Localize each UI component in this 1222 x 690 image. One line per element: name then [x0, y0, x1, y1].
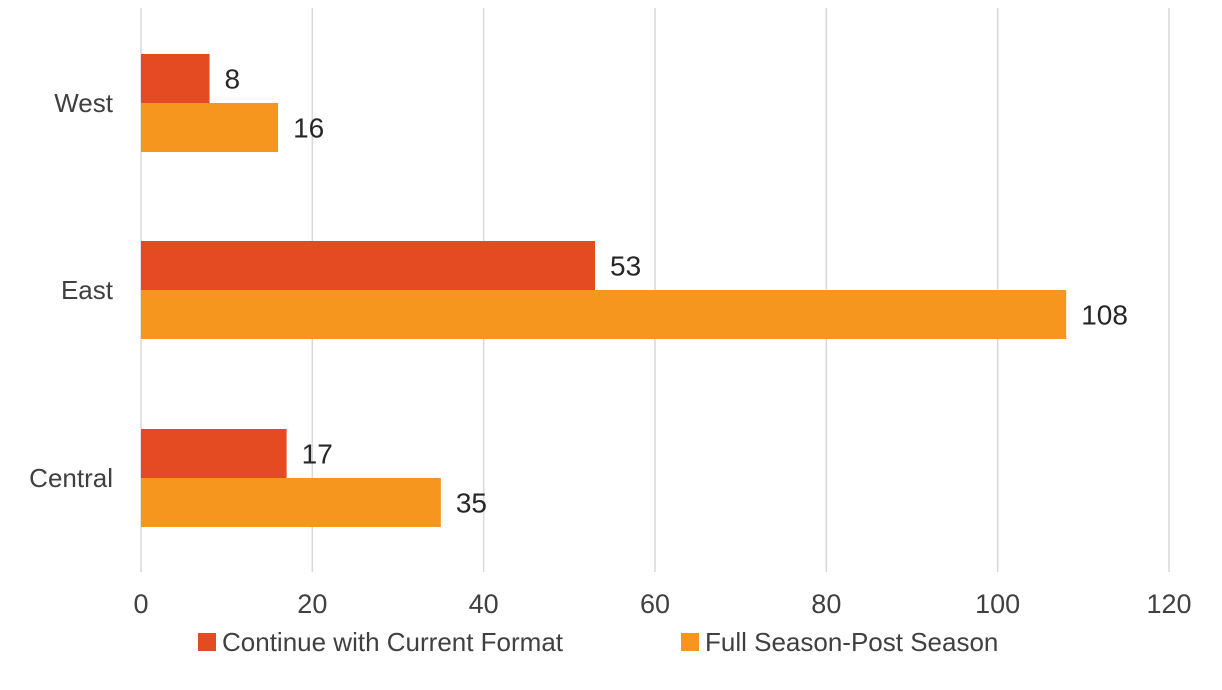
data-label: 8 — [225, 64, 241, 95]
bar — [141, 429, 287, 478]
x-tick-label: 80 — [811, 589, 841, 619]
legend-swatch — [198, 633, 216, 651]
x-tick-label: 120 — [1146, 589, 1191, 619]
bar — [141, 54, 210, 103]
x-tick-label: 100 — [975, 589, 1020, 619]
category-axis: West East Central — [29, 88, 114, 493]
legend: Continue with Current Format Full Season-… — [198, 627, 998, 657]
bar — [141, 241, 596, 290]
data-labels: 8 16 53 108 17 35 — [225, 64, 1128, 519]
data-label: 108 — [1081, 300, 1128, 331]
data-label: 53 — [610, 251, 641, 282]
category-label: Central — [29, 463, 113, 493]
category-label: East — [61, 275, 114, 305]
category-label: West — [54, 88, 114, 118]
data-label: 16 — [293, 113, 324, 144]
value-axis: 0 20 40 60 80 100 120 — [133, 589, 1191, 619]
x-tick-label: 0 — [133, 589, 148, 619]
x-tick-label: 40 — [469, 589, 499, 619]
legend-label: Full Season-Post Season — [705, 627, 998, 657]
x-tick-label: 20 — [297, 589, 327, 619]
legend-swatch — [681, 633, 699, 651]
bar — [141, 103, 279, 152]
x-tick-label: 60 — [640, 589, 670, 619]
data-label: 35 — [456, 488, 487, 519]
bars — [141, 54, 1067, 527]
data-label: 17 — [302, 439, 333, 470]
bar — [141, 290, 1067, 339]
bar — [141, 478, 441, 527]
legend-label: Continue with Current Format — [222, 627, 564, 657]
